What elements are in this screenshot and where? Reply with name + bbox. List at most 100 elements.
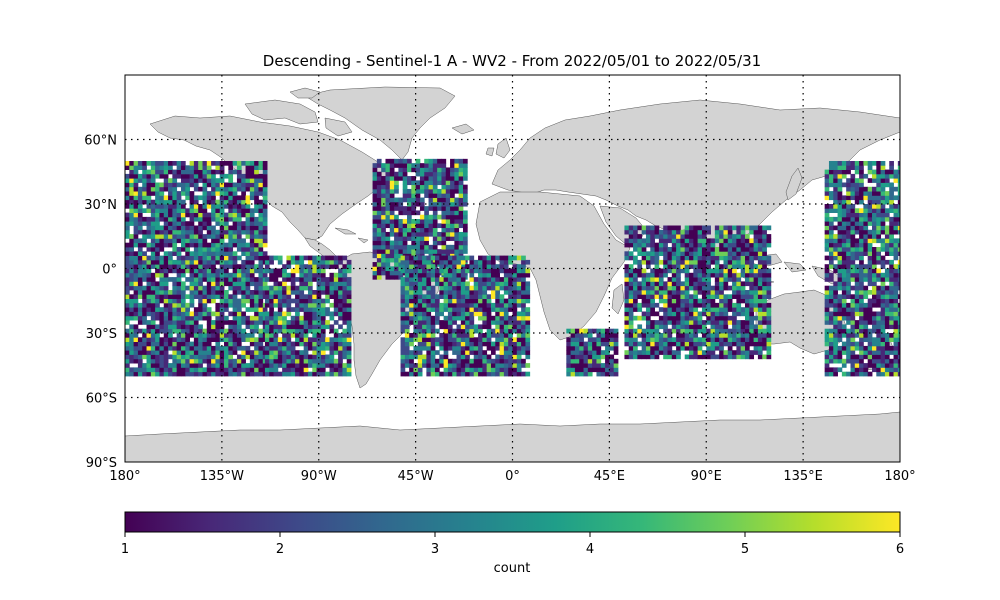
heatmap-cell — [129, 259, 135, 265]
heatmap-cell — [146, 191, 152, 196]
heatmap-cell — [706, 341, 711, 347]
heatmap-cell — [859, 337, 864, 342]
heatmap-cell — [236, 371, 242, 377]
heatmap-cell — [736, 324, 742, 330]
heatmap-cell — [258, 161, 264, 166]
heatmap-cell — [456, 259, 462, 265]
heatmap-cell — [872, 229, 877, 235]
heatmap-cell — [745, 337, 750, 342]
heatmap-cell — [465, 354, 470, 360]
heatmap-cell — [342, 371, 348, 377]
heatmap-cell — [381, 184, 386, 190]
heatmap-cell — [228, 285, 234, 291]
heatmap-cell — [762, 259, 767, 265]
heatmap-cell — [872, 285, 877, 291]
heatmap-cell — [133, 294, 139, 299]
heatmap-cell — [512, 320, 518, 325]
heatmap-cell — [258, 307, 264, 312]
heatmap-cell — [680, 255, 686, 261]
heatmap-cell — [859, 371, 864, 377]
heatmap-cell — [574, 363, 580, 368]
heatmap-cell — [837, 229, 843, 235]
heatmap-cell — [740, 350, 746, 355]
heatmap-cell — [163, 216, 169, 222]
heatmap-cell — [876, 225, 882, 231]
heatmap-cell — [307, 285, 313, 291]
heatmap-cell — [846, 315, 851, 321]
heatmap-cell — [490, 363, 496, 368]
heatmap-cell — [409, 315, 414, 321]
heatmap-cell — [159, 281, 165, 287]
heatmap-cell — [404, 311, 410, 317]
heatmap-cell — [236, 178, 242, 183]
heatmap-cell — [740, 255, 746, 261]
heatmap-cell — [411, 236, 417, 241]
heatmap-cell — [867, 354, 873, 360]
heatmap-cell — [654, 290, 660, 295]
heatmap-cell — [232, 212, 238, 218]
heatmap-cell — [133, 216, 139, 222]
heatmap-cell — [766, 294, 772, 299]
heatmap-cell — [133, 285, 139, 291]
heatmap-cell — [228, 363, 234, 368]
heatmap-cell — [273, 324, 279, 330]
heatmap-cell — [633, 298, 638, 304]
heatmap-cell — [202, 221, 208, 226]
heatmap-cell — [142, 307, 147, 312]
heatmap-cell — [299, 298, 305, 304]
heatmap-cell — [428, 158, 434, 164]
heatmap-cell — [381, 206, 386, 211]
heatmap-cell — [185, 212, 190, 218]
heatmap-cell — [236, 216, 242, 222]
heatmap-cell — [228, 161, 234, 166]
heatmap-cell — [376, 244, 382, 250]
heatmap-cell — [824, 238, 830, 244]
heatmap-cell — [211, 169, 216, 175]
heatmap-cell — [163, 259, 169, 265]
heatmap-cell — [146, 298, 152, 304]
heatmap-cell — [333, 272, 339, 278]
heatmap-cell — [859, 208, 864, 213]
heatmap-cell — [389, 270, 395, 276]
heatmap-cell — [249, 186, 255, 192]
heatmap-cell — [824, 333, 830, 338]
heatmap-cell — [129, 345, 135, 351]
heatmap-cell — [258, 302, 264, 308]
heatmap-cell — [394, 253, 399, 259]
heatmap-cell — [286, 264, 292, 269]
heatmap-cell — [413, 371, 419, 377]
heatmap-cell — [282, 272, 287, 278]
heatmap-cell — [176, 161, 182, 166]
heatmap-cell — [749, 290, 755, 295]
heatmap-cell — [193, 328, 199, 334]
heatmap-cell — [303, 315, 309, 321]
heatmap-cell — [172, 315, 178, 321]
heatmap-cell — [385, 171, 391, 177]
heatmap-cell — [628, 234, 634, 239]
heatmap-cell — [176, 212, 182, 218]
heatmap-cell — [202, 350, 208, 355]
heatmap-cell — [859, 242, 864, 248]
heatmap-cell — [424, 223, 429, 229]
heatmap-cell — [880, 358, 886, 364]
heatmap-cell — [211, 328, 216, 334]
heatmap-cell — [824, 195, 830, 201]
heatmap-cell — [219, 333, 225, 338]
heatmap-cell — [415, 180, 421, 186]
heatmap-cell — [749, 285, 755, 291]
heatmap-cell — [241, 199, 246, 205]
heatmap-cell — [372, 188, 378, 194]
heatmap-cell — [833, 195, 838, 201]
heatmap-cell — [189, 350, 195, 355]
heatmap-cell — [850, 216, 856, 222]
heatmap-cell — [854, 238, 860, 244]
heatmap-cell — [413, 311, 419, 317]
heatmap-cell — [693, 311, 699, 317]
heatmap-cell — [460, 259, 466, 265]
heatmap-cell — [385, 270, 391, 276]
heatmap-cell — [142, 173, 147, 179]
heatmap-cell — [854, 320, 860, 325]
heatmap-cell — [684, 345, 690, 351]
heatmap-cell — [592, 367, 597, 373]
heatmap-cell — [163, 333, 169, 338]
